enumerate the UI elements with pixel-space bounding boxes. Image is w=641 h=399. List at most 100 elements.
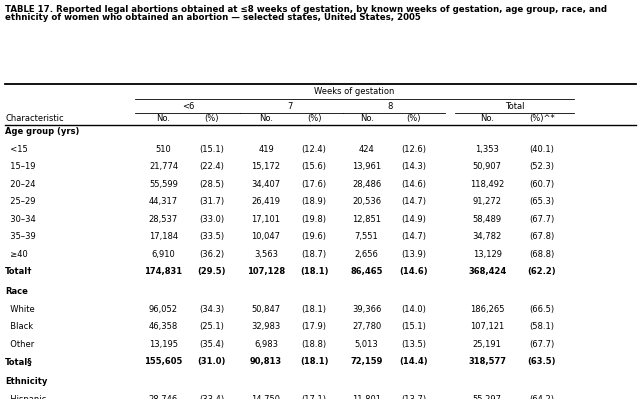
Text: 7: 7	[288, 102, 293, 111]
Text: (67.8): (67.8)	[529, 232, 554, 241]
Text: Race: Race	[5, 287, 28, 296]
Text: (60.7): (60.7)	[529, 180, 554, 189]
Text: (65.3): (65.3)	[529, 197, 554, 206]
Text: (17.1): (17.1)	[301, 395, 327, 399]
Text: 50,907: 50,907	[472, 162, 502, 171]
Text: (22.4): (22.4)	[199, 162, 224, 171]
Text: (19.6): (19.6)	[301, 232, 327, 241]
Text: (25.1): (25.1)	[199, 322, 224, 331]
Text: 91,272: 91,272	[472, 197, 502, 206]
Text: No.: No.	[360, 115, 374, 123]
Text: (33.0): (33.0)	[199, 215, 224, 224]
Text: 15,172: 15,172	[251, 162, 281, 171]
Text: Total§: Total§	[5, 358, 33, 366]
Text: (12.6): (12.6)	[401, 144, 426, 154]
Text: <6: <6	[181, 102, 194, 111]
Text: 12,851: 12,851	[352, 215, 381, 224]
Text: 17,101: 17,101	[251, 215, 281, 224]
Text: (58.1): (58.1)	[529, 322, 554, 331]
Text: (62.2): (62.2)	[528, 267, 556, 277]
Text: 96,052: 96,052	[149, 305, 178, 314]
Text: 55,297: 55,297	[472, 395, 502, 399]
Text: (15.6): (15.6)	[301, 162, 327, 171]
Text: (33.4): (33.4)	[199, 395, 224, 399]
Text: (36.2): (36.2)	[199, 250, 224, 259]
Text: Total†: Total†	[5, 267, 33, 277]
Text: (28.5): (28.5)	[199, 180, 224, 189]
Text: (66.5): (66.5)	[529, 305, 554, 314]
Text: 186,265: 186,265	[470, 305, 504, 314]
Text: (29.5): (29.5)	[197, 267, 226, 277]
Text: 8: 8	[388, 102, 393, 111]
Text: (18.9): (18.9)	[301, 197, 327, 206]
Text: (68.8): (68.8)	[529, 250, 554, 259]
Text: 25,191: 25,191	[472, 340, 502, 349]
Text: (17.6): (17.6)	[301, 180, 327, 189]
Text: 35–39: 35–39	[5, 232, 36, 241]
Text: (14.0): (14.0)	[401, 305, 426, 314]
Text: (18.8): (18.8)	[301, 340, 327, 349]
Text: 55,599: 55,599	[149, 180, 178, 189]
Text: 6,983: 6,983	[254, 340, 278, 349]
Text: ≥40: ≥40	[5, 250, 28, 259]
Text: 17,184: 17,184	[149, 232, 178, 241]
Text: 34,782: 34,782	[472, 232, 502, 241]
Text: White: White	[5, 305, 35, 314]
Text: 5,013: 5,013	[354, 340, 379, 349]
Text: (40.1): (40.1)	[529, 144, 554, 154]
Text: (14.3): (14.3)	[401, 162, 426, 171]
Text: 86,465: 86,465	[351, 267, 383, 277]
Text: 27,780: 27,780	[352, 322, 381, 331]
Text: No.: No.	[480, 115, 494, 123]
Text: 21,774: 21,774	[149, 162, 178, 171]
Text: 28,486: 28,486	[352, 180, 381, 189]
Text: (%): (%)	[406, 115, 420, 123]
Text: 44,317: 44,317	[149, 197, 178, 206]
Text: Ethnicity: Ethnicity	[5, 377, 47, 386]
Text: (14.7): (14.7)	[401, 197, 426, 206]
Text: 28,537: 28,537	[149, 215, 178, 224]
Text: (14.7): (14.7)	[401, 232, 426, 241]
Text: 11,801: 11,801	[352, 395, 381, 399]
Text: 174,831: 174,831	[144, 267, 183, 277]
Text: (18.1): (18.1)	[301, 305, 327, 314]
Text: 15–19: 15–19	[5, 162, 36, 171]
Text: (67.7): (67.7)	[529, 340, 554, 349]
Text: 318,577: 318,577	[468, 358, 506, 366]
Text: 20–24: 20–24	[5, 180, 36, 189]
Text: (31.7): (31.7)	[199, 197, 224, 206]
Text: Black: Black	[5, 322, 33, 331]
Text: (17.9): (17.9)	[301, 322, 327, 331]
Text: (12.4): (12.4)	[302, 144, 326, 154]
Text: (13.9): (13.9)	[401, 250, 426, 259]
Text: 368,424: 368,424	[468, 267, 506, 277]
Text: (14.4): (14.4)	[399, 358, 428, 366]
Text: (63.5): (63.5)	[528, 358, 556, 366]
Text: 6,910: 6,910	[151, 250, 176, 259]
Text: (14.9): (14.9)	[401, 215, 426, 224]
Text: (34.3): (34.3)	[199, 305, 224, 314]
Text: 90,813: 90,813	[250, 358, 282, 366]
Text: (33.5): (33.5)	[199, 232, 224, 241]
Text: 34,407: 34,407	[251, 180, 281, 189]
Text: 25–29: 25–29	[5, 197, 36, 206]
Text: ethnicity of women who obtained an abortion — selected states, United States, 20: ethnicity of women who obtained an abort…	[5, 14, 421, 22]
Text: 26,419: 26,419	[251, 197, 281, 206]
Text: 510: 510	[156, 144, 171, 154]
Text: 20,536: 20,536	[352, 197, 381, 206]
Text: 155,605: 155,605	[144, 358, 183, 366]
Text: 1,353: 1,353	[475, 144, 499, 154]
Text: Age group (yrs): Age group (yrs)	[5, 127, 79, 136]
Text: 30–34: 30–34	[5, 215, 36, 224]
Text: 419: 419	[258, 144, 274, 154]
Text: (%)^*: (%)^*	[529, 115, 554, 123]
Text: (%): (%)	[307, 115, 321, 123]
Text: 28,746: 28,746	[149, 395, 178, 399]
Text: (15.1): (15.1)	[199, 144, 224, 154]
Text: (18.1): (18.1)	[300, 358, 328, 366]
Text: (18.7): (18.7)	[301, 250, 327, 259]
Text: (31.0): (31.0)	[197, 358, 226, 366]
Text: Weeks of gestation: Weeks of gestation	[314, 87, 394, 96]
Text: 39,366: 39,366	[352, 305, 381, 314]
Text: 10,047: 10,047	[251, 232, 281, 241]
